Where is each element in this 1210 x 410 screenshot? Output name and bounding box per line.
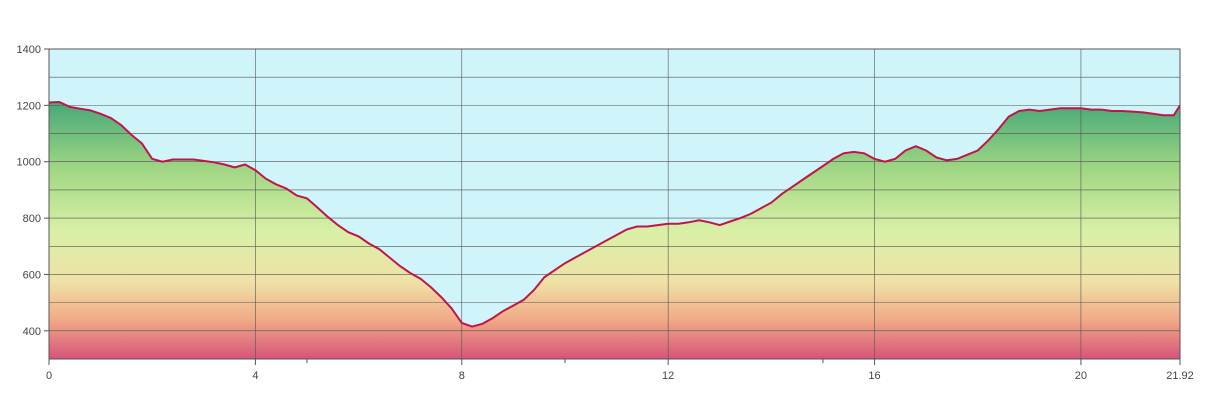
- y-tick-label: 1000: [17, 157, 41, 169]
- x-tick-label: 20: [1075, 370, 1087, 382]
- axes: 400 600 800 1000 1200 1400 0 4 8 12 16 20 21.92: [17, 44, 1194, 382]
- gridlines: [49, 49, 1180, 359]
- x-tick-label: 8: [459, 370, 465, 382]
- x-tick-label: 12: [662, 370, 674, 382]
- x-tick-label: 16: [868, 370, 880, 382]
- y-tick-label: 1200: [17, 100, 41, 112]
- x-tick-label: 0: [46, 370, 52, 382]
- y-tick-label: 1400: [17, 44, 41, 56]
- y-tick-label: 600: [23, 269, 41, 281]
- y-tick-label: 400: [23, 326, 41, 338]
- x-tick-label: 4: [252, 370, 258, 382]
- y-tick-label: 800: [23, 213, 41, 225]
- elevation-area: [49, 102, 1180, 359]
- x-tick-label: 21.92: [1166, 370, 1194, 382]
- elevation-line: [48, 100, 1181, 328]
- plot-frame: [48, 48, 1181, 360]
